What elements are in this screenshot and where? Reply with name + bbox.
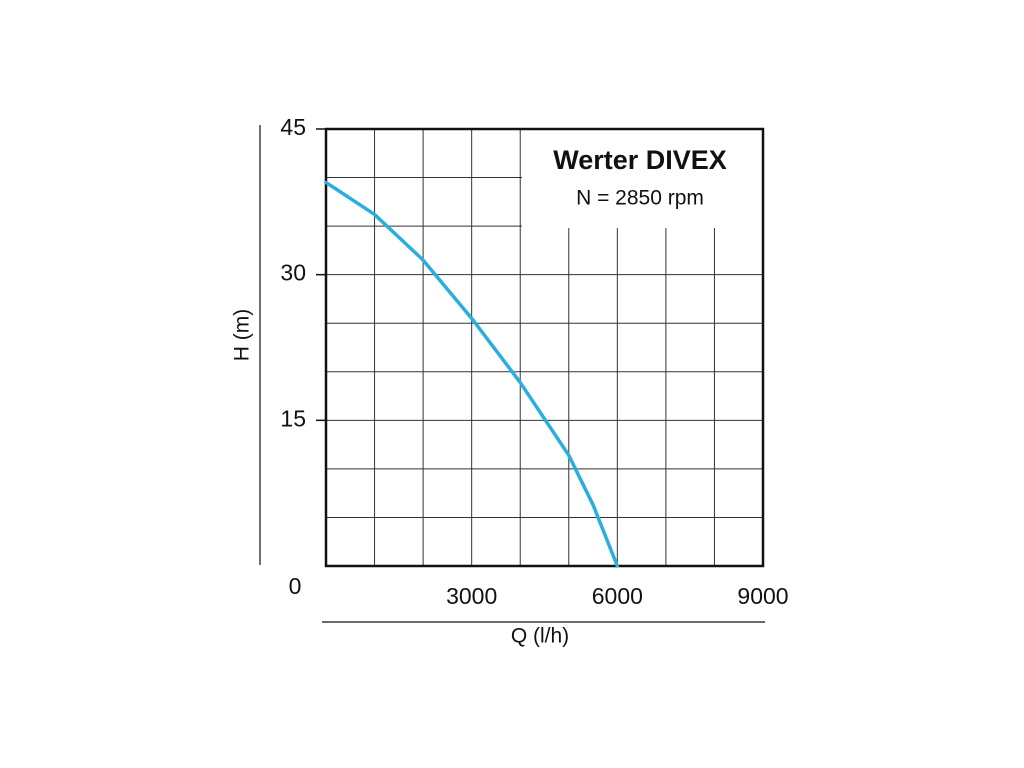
- chart-subtitle: N = 2850 rpm: [576, 187, 704, 210]
- line-series: [324, 180, 620, 568]
- chart-title: Werter DIVEX: [553, 145, 727, 175]
- x-tick-label: 6000: [592, 583, 643, 609]
- y-axis-label: H (m): [231, 309, 254, 361]
- x-tick-label: 9000: [737, 583, 788, 609]
- y-tick-label: 0: [289, 573, 302, 599]
- x-tick-label: 3000: [446, 583, 497, 609]
- y-tick-label: 30: [280, 260, 306, 286]
- plot-frame: [324, 127, 765, 568]
- legend-box: [522, 130, 762, 228]
- x-axis-label: Q (l/h): [511, 625, 569, 648]
- y-tick-label: 45: [280, 114, 306, 140]
- y-tick-label: 15: [280, 405, 306, 431]
